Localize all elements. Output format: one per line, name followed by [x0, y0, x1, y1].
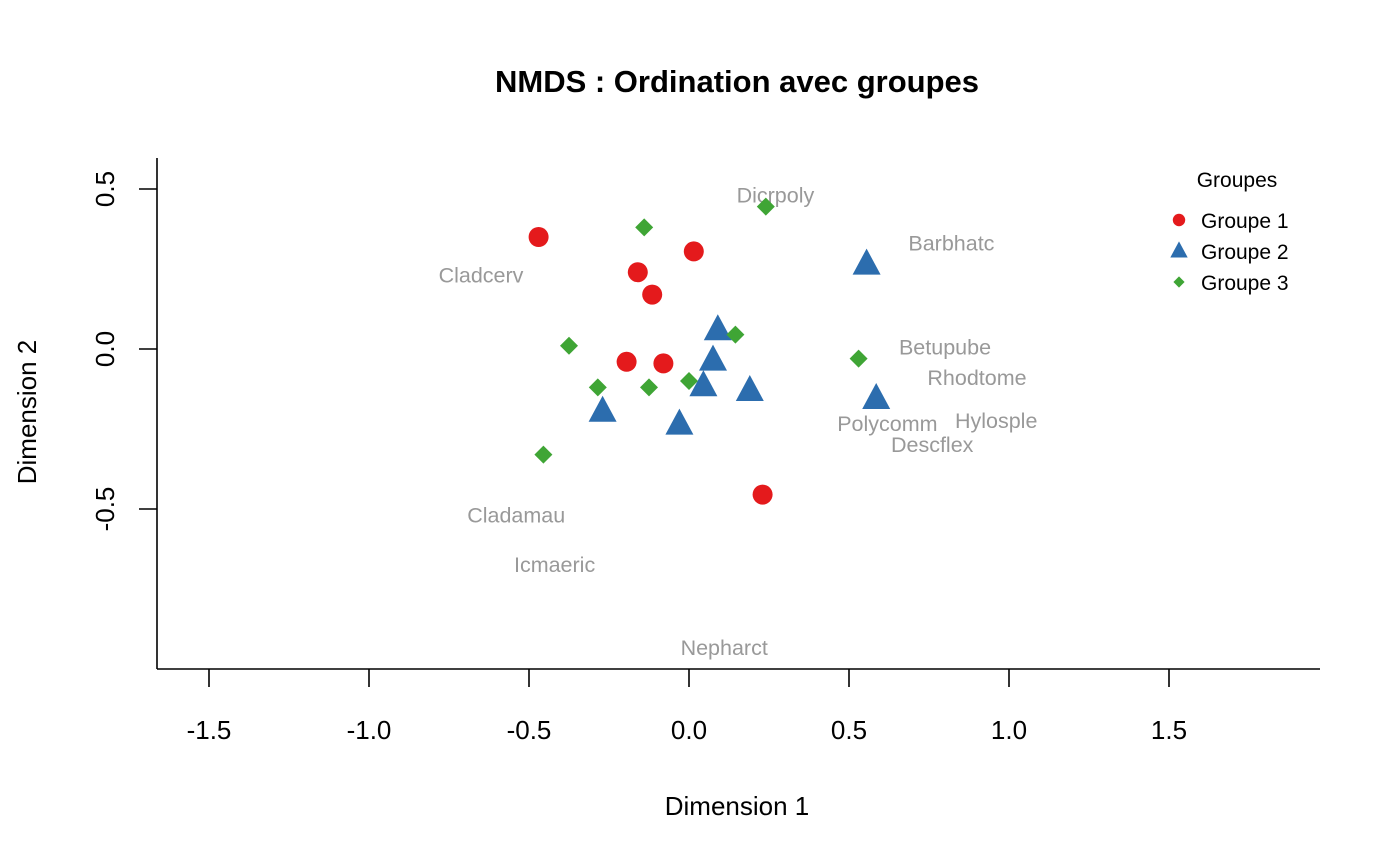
data-point — [683, 241, 704, 262]
chart-title: NMDS : Ordination avec groupes — [495, 64, 979, 99]
x-axis-title: Dimension 1 — [665, 791, 810, 821]
data-point — [735, 375, 764, 401]
data-point — [849, 349, 868, 368]
data-point — [699, 344, 727, 371]
data-point — [627, 262, 648, 283]
data-point — [689, 370, 718, 397]
data-point — [862, 383, 891, 409]
legend-label: Groupe 3 — [1201, 272, 1289, 295]
legend: Groupes Groupe 1 Groupe 2 Groupe 3 — [1170, 169, 1289, 295]
data-point — [703, 314, 732, 341]
species-label: Barbhatc — [908, 231, 994, 255]
data-point — [680, 372, 698, 390]
data-point — [756, 197, 775, 216]
y-tick-label: -0.5 — [90, 487, 120, 532]
data-point — [653, 353, 674, 374]
y-tick-label: 0.0 — [90, 331, 120, 367]
data-point — [642, 284, 663, 305]
data-point — [635, 218, 654, 237]
species-labels: Dicrpoly Barbhatc Cladcerv Betupube Rhodtome… — [439, 183, 1038, 660]
species-label: Dicrpoly — [737, 183, 815, 207]
axes: -1.5 -1.0 -0.5 0.0 0.5 1.0 1.5 -0.5 0.0 0.5 — [90, 158, 1320, 745]
data-point — [640, 378, 658, 397]
data-point — [852, 248, 881, 275]
species-label: Cladcerv — [439, 263, 524, 287]
data-points — [528, 197, 891, 505]
species-label: Descflex — [891, 433, 974, 457]
legend-label: Groupe 2 — [1201, 241, 1289, 264]
data-point — [752, 484, 773, 505]
species-label: Cladamau — [467, 503, 565, 527]
species-label: Nepharct — [681, 636, 768, 660]
x-tick-label: -1.5 — [187, 715, 232, 745]
data-point — [588, 378, 607, 397]
series-group-2 — [588, 248, 891, 435]
data-point — [616, 351, 637, 372]
species-label: Polycomm — [837, 412, 937, 436]
data-point — [665, 408, 694, 435]
series-group-3 — [534, 197, 868, 464]
species-label: Rhodtome — [927, 366, 1026, 390]
legend-marker — [1173, 276, 1185, 288]
y-axis-title: Dimension 2 — [12, 340, 42, 485]
legend-marker — [1172, 213, 1186, 227]
x-tick-label: 1.5 — [1151, 715, 1187, 745]
x-tick-label: 0.5 — [831, 715, 867, 745]
data-point — [528, 227, 549, 247]
species-label: Betupube — [899, 335, 991, 359]
legend-title: Groupes — [1197, 169, 1278, 192]
y-tick-label: 0.5 — [90, 171, 120, 207]
series-group-1 — [528, 227, 773, 505]
species-label: Icmaeric — [514, 553, 595, 577]
x-tick-label: -0.5 — [507, 715, 552, 745]
data-point — [560, 336, 578, 355]
data-point — [534, 445, 553, 464]
data-point — [588, 395, 617, 422]
x-tick-label: 1.0 — [991, 715, 1027, 745]
x-tick-label: -1.0 — [347, 715, 392, 745]
data-point — [726, 325, 745, 344]
legend-label: Groupe 1 — [1201, 210, 1289, 233]
species-label: Hylosple — [955, 409, 1037, 433]
legend-marker — [1170, 241, 1188, 258]
x-tick-label: 0.0 — [671, 715, 707, 745]
